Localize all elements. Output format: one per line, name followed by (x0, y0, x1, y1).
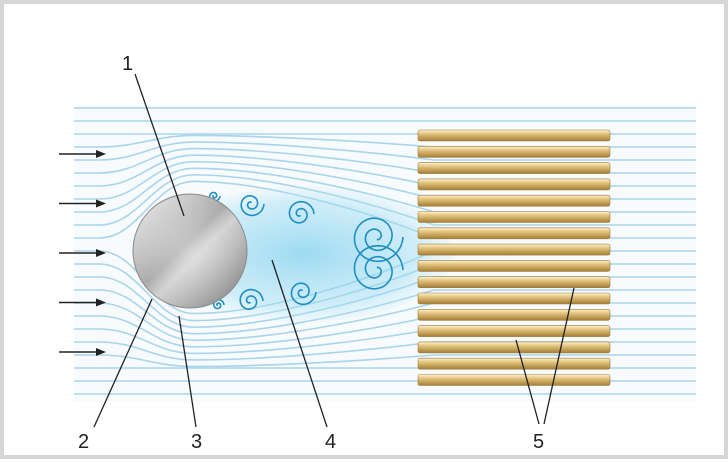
rod (417, 325, 611, 337)
arrow-head (96, 249, 106, 257)
flow-diagram: 1 2 3 4 5 (59, 53, 696, 453)
leader-line-2 (93, 298, 153, 428)
label-3: 3 (191, 431, 202, 453)
rod (417, 194, 611, 207)
rod (417, 129, 611, 142)
rod (417, 357, 611, 370)
streamline (74, 154, 696, 187)
vortex (239, 288, 264, 310)
leader-line-5a (515, 339, 540, 425)
streamline (74, 147, 696, 174)
rod (417, 243, 611, 256)
streamline (74, 315, 696, 348)
rod (417, 227, 611, 240)
vortex (240, 195, 265, 217)
rod (417, 308, 611, 321)
rod (417, 178, 611, 191)
rod (417, 292, 611, 305)
arrow-head (96, 348, 106, 356)
label-1: 1 (122, 53, 133, 75)
streamline (74, 141, 696, 161)
rod (417, 211, 611, 223)
arrow-head (96, 199, 106, 208)
inflow-arrows (59, 150, 106, 356)
vortex (290, 282, 317, 306)
streamline (74, 160, 696, 200)
rod (417, 146, 611, 158)
streamline (74, 302, 696, 342)
rod (417, 162, 611, 174)
streamline (74, 354, 696, 368)
arrow-head (96, 298, 106, 307)
rod (417, 260, 611, 272)
vortex (288, 200, 315, 224)
label-4: 4 (325, 431, 336, 453)
rod (417, 276, 611, 289)
label-5: 5 (533, 431, 544, 453)
rod-bundle (417, 129, 611, 386)
rod (417, 374, 611, 386)
streamline (74, 134, 696, 148)
leader-line-5b (543, 287, 575, 425)
label-2: 2 (78, 431, 89, 453)
leader-line-3 (178, 315, 197, 428)
streamline (74, 328, 696, 355)
cylinder-shine (133, 194, 247, 308)
arrow-head (96, 150, 106, 158)
rod (417, 341, 611, 354)
leader-line-4 (271, 259, 328, 428)
vortex (353, 244, 404, 290)
leader-line-1 (134, 73, 185, 217)
